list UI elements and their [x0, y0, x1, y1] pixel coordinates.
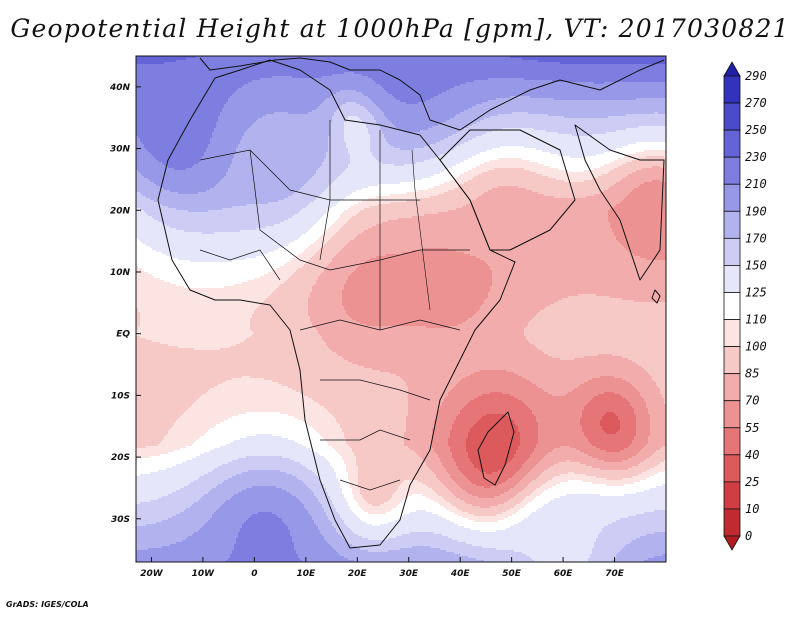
geopotential-field — [136, 56, 667, 563]
map-panel: 20W 10W 0 10E 20E 30E 40E 50E 60E 70E 40N30N20N10… — [0, 0, 800, 618]
